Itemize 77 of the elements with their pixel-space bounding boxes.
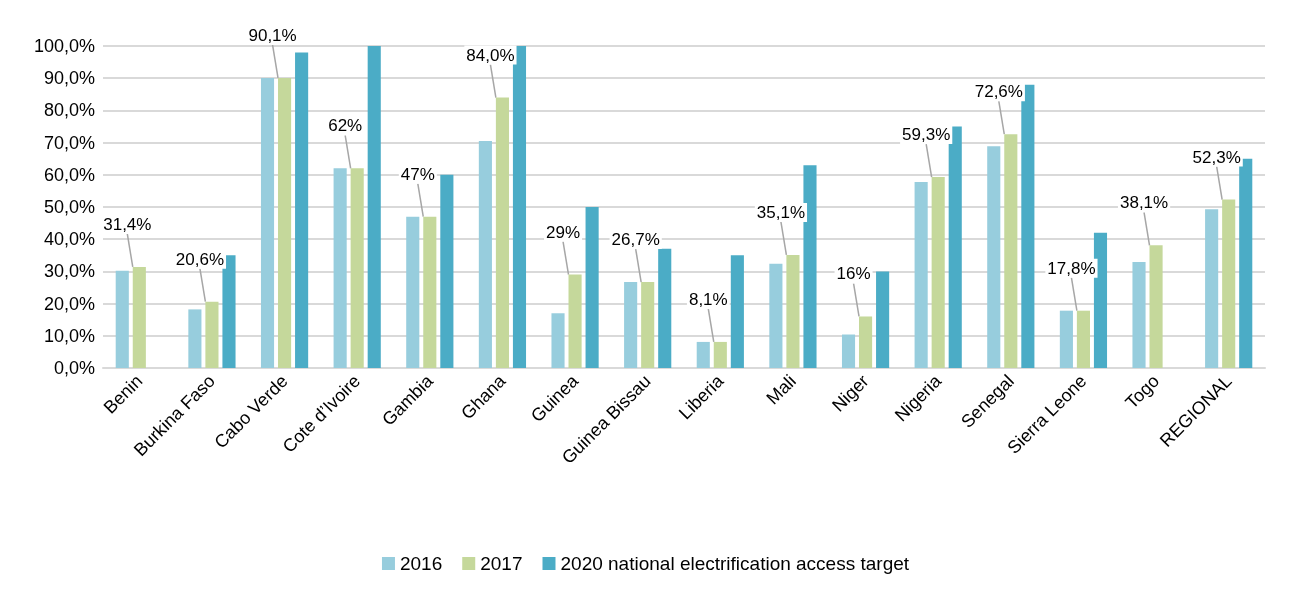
bar	[859, 316, 873, 368]
bar	[841, 334, 856, 368]
bar	[1059, 310, 1073, 368]
legend-label: 2016	[399, 553, 443, 574]
data-label: 62%	[328, 116, 363, 136]
bar	[495, 97, 509, 368]
data-label: 29%	[546, 222, 581, 242]
y-tick-label: 90,0%	[43, 68, 95, 89]
bar	[1132, 262, 1146, 368]
data-label: 26,7%	[611, 230, 660, 250]
bar	[1222, 199, 1236, 368]
bar	[295, 52, 309, 368]
bar	[914, 181, 928, 368]
bar	[188, 309, 202, 368]
data-label: 38,1%	[1119, 193, 1169, 213]
x-tick-label: Togo	[1121, 370, 1164, 413]
y-tick-label: 50,0%	[43, 197, 95, 217]
bar	[350, 168, 364, 368]
y-tick-label: 40,0%	[43, 229, 95, 250]
bar	[478, 140, 492, 368]
bar	[696, 341, 710, 368]
legend-label: 2020 national electrification access target	[560, 553, 910, 574]
bar	[641, 282, 655, 368]
data-label: 35,1%	[756, 202, 806, 222]
y-tick-label: 70,0%	[43, 132, 95, 153]
bar	[1004, 134, 1018, 368]
y-tick-label: 100,0%	[33, 36, 95, 56]
y-tick-label: 60,0%	[43, 164, 95, 185]
bar	[423, 216, 437, 368]
bar	[132, 266, 146, 368]
y-tick-label: 20,0%	[43, 293, 95, 314]
bar	[803, 165, 817, 368]
legend-label: 2017	[480, 553, 523, 574]
bar	[1093, 232, 1108, 368]
bar	[1021, 84, 1035, 368]
data-label: 59,3%	[902, 125, 951, 145]
bar	[333, 168, 347, 368]
data-label: 90,1%	[248, 25, 297, 45]
bar	[222, 255, 236, 368]
bar	[1205, 209, 1219, 368]
bar	[512, 46, 527, 368]
data-label: 47%	[400, 164, 435, 184]
bar	[624, 282, 638, 368]
bar	[260, 77, 275, 368]
y-tick-label: 0,0%	[53, 358, 95, 378]
bar	[876, 271, 890, 368]
data-label: 52,3%	[1192, 147, 1241, 167]
bar	[730, 255, 744, 368]
bar	[278, 77, 292, 368]
data-label: 8,1%	[688, 289, 728, 309]
bar	[948, 126, 962, 368]
bar	[987, 146, 1001, 368]
bar	[931, 177, 945, 368]
data-label: 84,0%	[466, 45, 515, 65]
data-label: 20,6%	[175, 249, 225, 269]
bar	[658, 248, 672, 368]
y-tick-label: 10,0%	[43, 325, 95, 346]
bar	[769, 263, 783, 368]
data-label: 31,4%	[103, 214, 152, 234]
bar	[205, 301, 219, 368]
bar	[440, 174, 454, 368]
data-label: 72,6%	[974, 82, 1023, 102]
bar	[367, 46, 381, 368]
bar	[115, 270, 129, 368]
bar	[406, 216, 420, 368]
bar	[713, 341, 727, 368]
bar	[568, 274, 582, 368]
y-tick-label: 30,0%	[43, 261, 95, 282]
bar	[1149, 245, 1163, 368]
bar	[585, 207, 599, 368]
bar	[786, 254, 800, 368]
y-tick-label: 80,0%	[43, 100, 95, 121]
bar	[551, 313, 565, 368]
bar	[1239, 158, 1253, 368]
data-label: 17,8%	[1047, 258, 1096, 278]
bar	[1076, 310, 1090, 368]
data-label: 16%	[836, 264, 871, 284]
